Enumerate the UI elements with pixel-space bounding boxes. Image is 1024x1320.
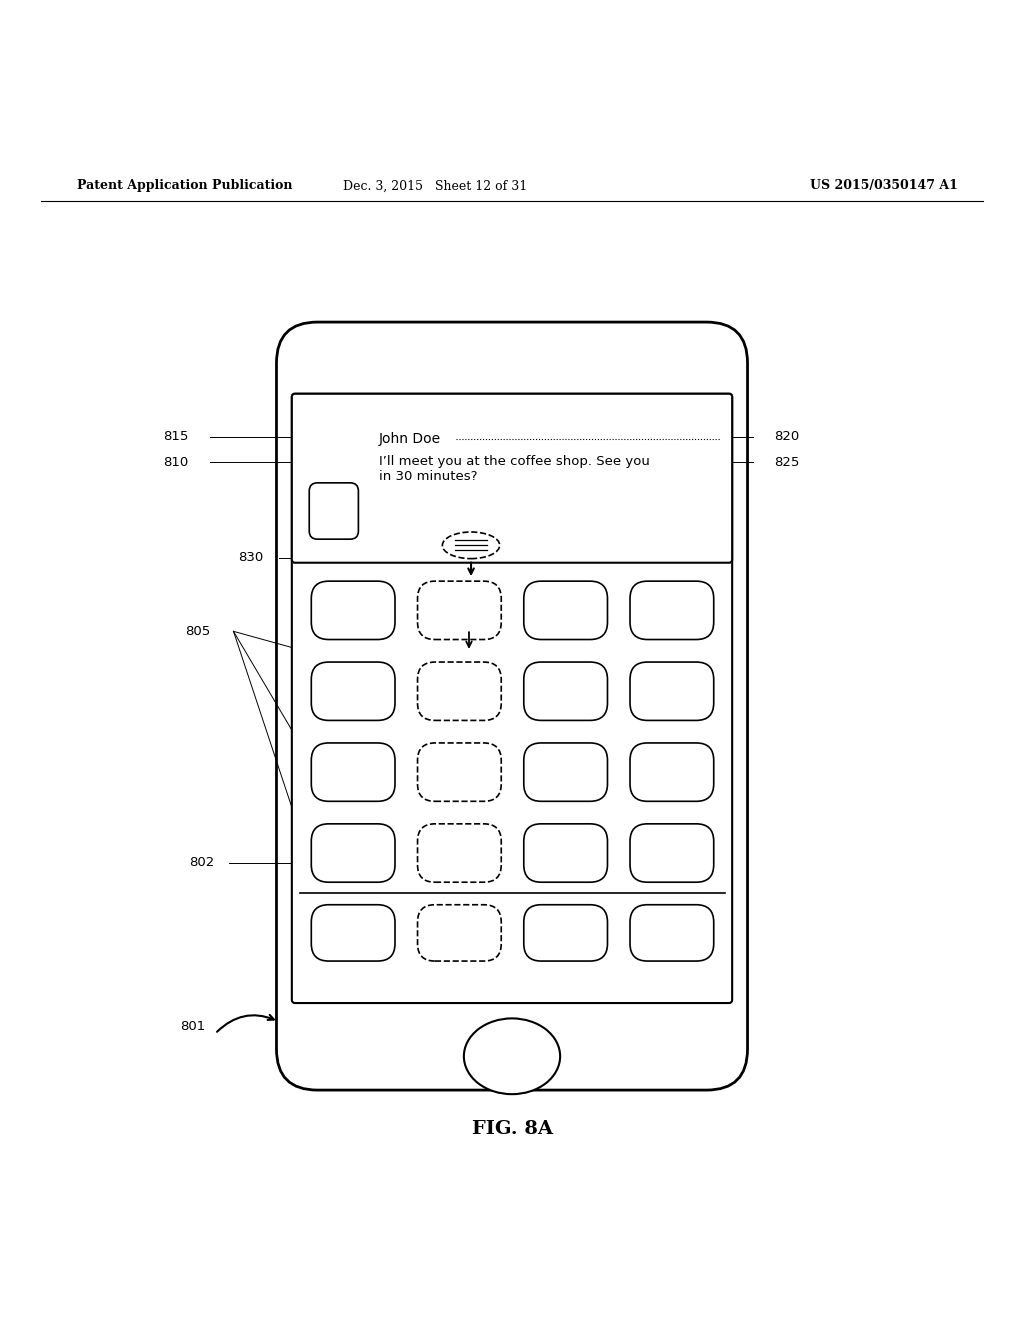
FancyBboxPatch shape: [292, 393, 732, 562]
FancyBboxPatch shape: [418, 824, 502, 882]
Text: 815: 815: [164, 430, 188, 444]
FancyBboxPatch shape: [311, 743, 395, 801]
Ellipse shape: [464, 1019, 560, 1094]
FancyBboxPatch shape: [276, 322, 748, 1090]
Text: 802: 802: [189, 857, 214, 870]
Text: Patent Application Publication: Patent Application Publication: [77, 180, 292, 193]
FancyBboxPatch shape: [630, 904, 714, 961]
FancyBboxPatch shape: [523, 824, 607, 882]
Text: 820: 820: [774, 430, 799, 444]
Text: 835: 835: [428, 605, 454, 618]
Text: FIG. 8A: FIG. 8A: [471, 1119, 553, 1138]
FancyBboxPatch shape: [630, 824, 714, 882]
FancyBboxPatch shape: [418, 663, 502, 721]
Text: 810: 810: [164, 455, 188, 469]
Ellipse shape: [442, 532, 500, 558]
FancyBboxPatch shape: [523, 663, 607, 721]
FancyBboxPatch shape: [311, 824, 395, 882]
FancyBboxPatch shape: [523, 904, 607, 961]
Text: Dec. 3, 2015   Sheet 12 of 31: Dec. 3, 2015 Sheet 12 of 31: [343, 180, 527, 193]
FancyBboxPatch shape: [309, 483, 358, 539]
FancyBboxPatch shape: [418, 904, 502, 961]
Text: John Doe: John Doe: [379, 432, 441, 446]
Text: 801: 801: [180, 1020, 205, 1034]
Text: I’ll meet you at the coffee shop. See you
in 30 minutes?: I’ll meet you at the coffee shop. See yo…: [379, 455, 650, 483]
Text: 830: 830: [239, 552, 263, 564]
FancyBboxPatch shape: [311, 904, 395, 961]
FancyBboxPatch shape: [630, 663, 714, 721]
FancyBboxPatch shape: [311, 663, 395, 721]
Text: 825: 825: [774, 455, 799, 469]
FancyBboxPatch shape: [292, 393, 732, 1003]
Text: US 2015/0350147 A1: US 2015/0350147 A1: [810, 180, 957, 193]
FancyBboxPatch shape: [630, 581, 714, 639]
Text: 805: 805: [185, 624, 210, 638]
FancyBboxPatch shape: [630, 743, 714, 801]
FancyBboxPatch shape: [523, 743, 607, 801]
FancyBboxPatch shape: [418, 743, 502, 801]
FancyBboxPatch shape: [418, 581, 502, 639]
FancyBboxPatch shape: [311, 581, 395, 639]
FancyBboxPatch shape: [523, 581, 607, 639]
